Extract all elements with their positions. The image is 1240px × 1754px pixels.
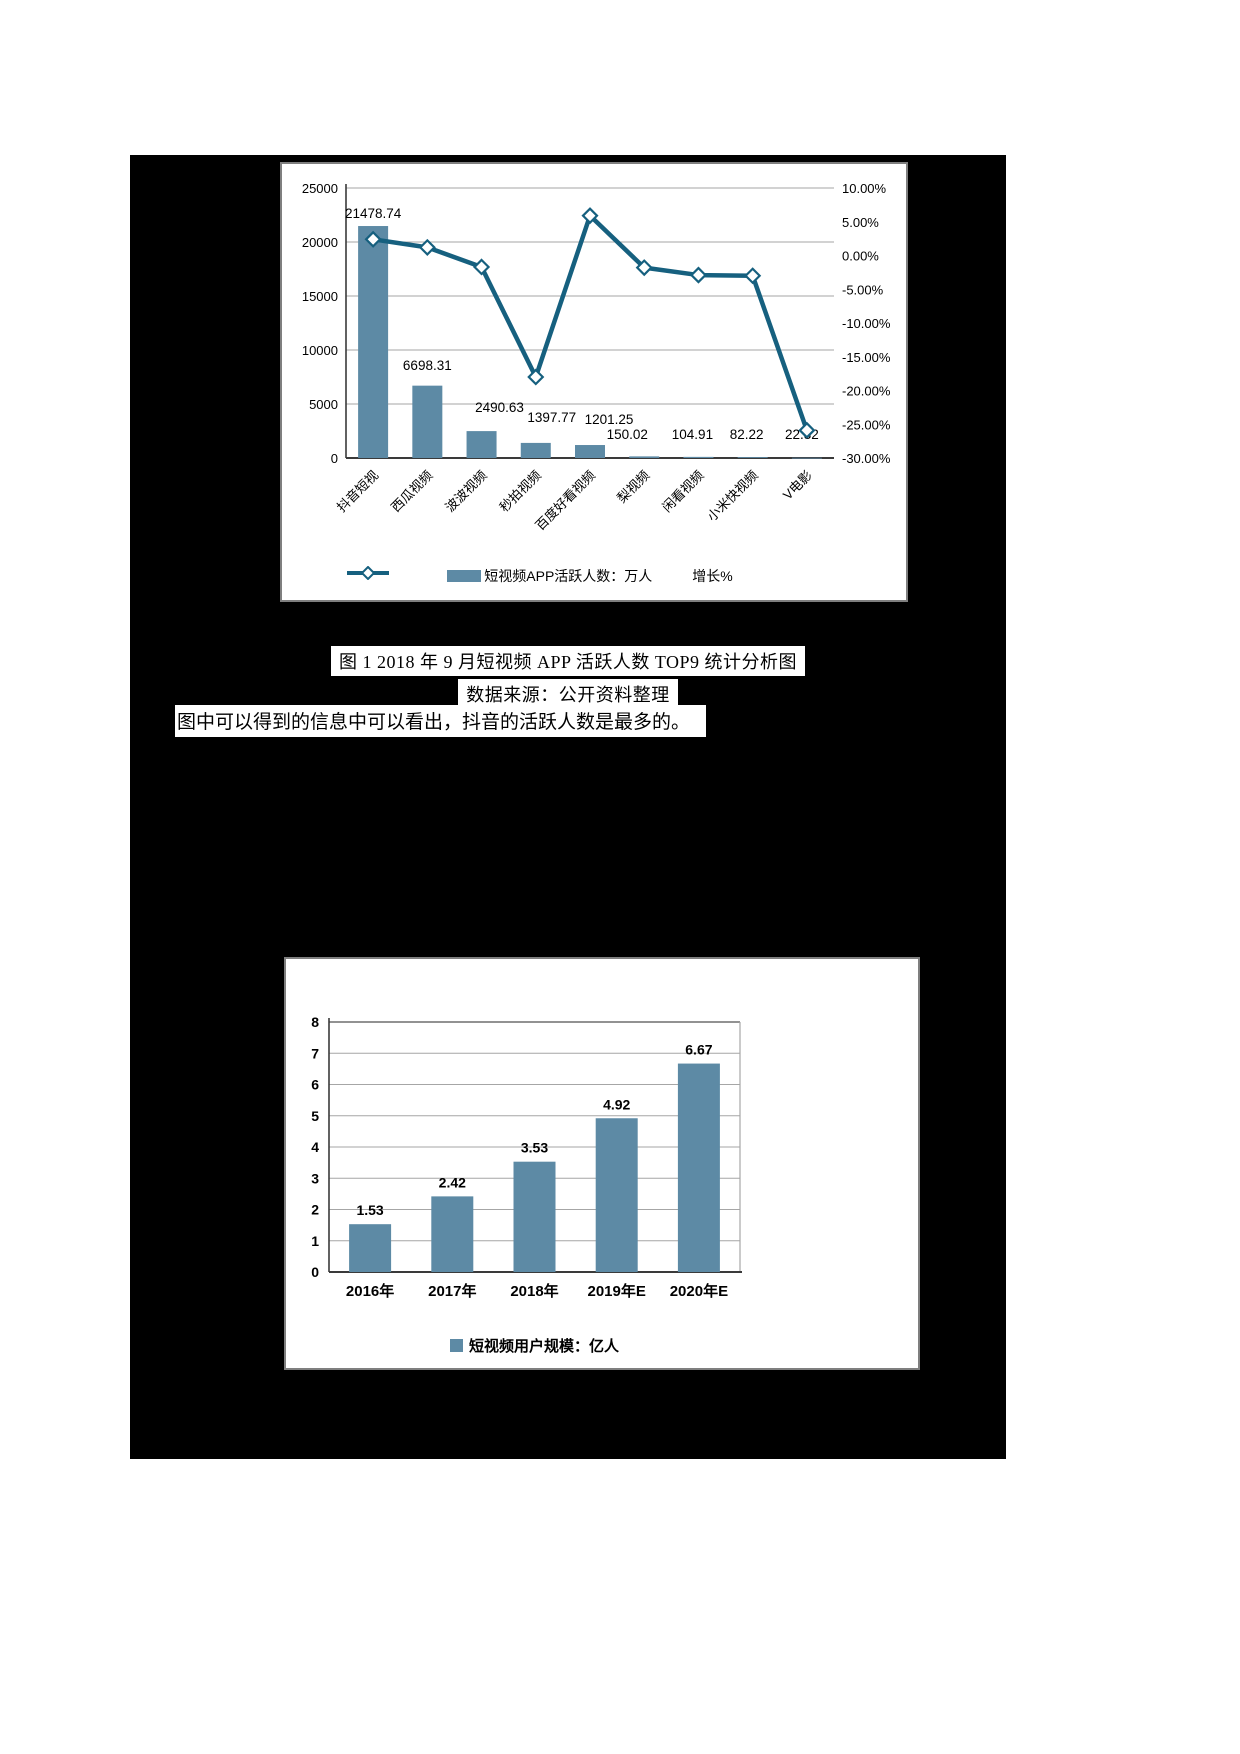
figure1-note: 图中可以得到的信息中可以看出，抖音的活跃人数是最多的。 bbox=[175, 705, 707, 737]
category-label: 闲看视频 bbox=[659, 468, 706, 515]
diamond-marker-icon bbox=[744, 267, 762, 285]
bar bbox=[575, 445, 605, 458]
left-axis-tick: 10000 bbox=[302, 343, 338, 358]
right-axis-tick: -15.00% bbox=[842, 350, 891, 365]
category-label: 2019年E bbox=[588, 1282, 646, 1300]
bar-data-label: 82.22 bbox=[730, 427, 764, 442]
left-axis-tick: 5000 bbox=[309, 397, 338, 412]
figure2-legend-label: 短视频用户规模：亿人 bbox=[468, 1338, 619, 1355]
left-axis-tick: 0 bbox=[331, 451, 338, 466]
bar bbox=[677, 1063, 720, 1272]
y-axis-tick: 5 bbox=[311, 1108, 319, 1124]
diamond-marker-icon bbox=[527, 368, 545, 386]
line-series-marker-icon bbox=[347, 566, 389, 580]
category-label: 波波视频 bbox=[442, 468, 489, 515]
bar bbox=[466, 431, 497, 458]
figure2-chart-panel: 0 1 2 3 4 5 6 7 8 1.53 2016年 2.42 2017年 3.53 2018年 4.92… bbox=[284, 957, 920, 1370]
figure1-note-row: 图中可以得到的信息中可以看出，抖音的活跃人数是最多的。 bbox=[175, 705, 707, 737]
right-axis-tick: -5.00% bbox=[842, 282, 884, 297]
right-axis-tick: 10.00% bbox=[842, 181, 887, 196]
bar-data-label: 3.53 bbox=[521, 1140, 548, 1156]
diamond-marker-icon bbox=[689, 266, 707, 284]
bar-data-label: 2490.63 bbox=[475, 400, 524, 415]
figure1-source-row: 数据来源：公开资料整理 bbox=[130, 679, 1006, 709]
figure1-chart-panel: 25000 20000 15000 10000 5000 0 10.00% 5.00% 0.00… bbox=[280, 162, 908, 602]
category-label: 秒拍视频 bbox=[497, 468, 544, 515]
y-axis-tick: 8 bbox=[311, 1014, 319, 1030]
y-axis-tick: 2 bbox=[311, 1202, 319, 1218]
bar bbox=[358, 226, 389, 458]
bar-data-label: 1397.77 bbox=[527, 410, 576, 425]
bar bbox=[520, 442, 551, 458]
y-axis-tick: 6 bbox=[311, 1077, 319, 1093]
right-axis-tick: 5.00% bbox=[842, 215, 879, 230]
category-label: 西瓜视频 bbox=[388, 468, 435, 515]
bar-series-swatch-icon bbox=[447, 570, 482, 582]
bar bbox=[791, 457, 822, 459]
figure1-source: 数据来源：公开资料整理 bbox=[458, 679, 678, 709]
bar-data-label: 150.02 bbox=[607, 427, 648, 442]
bar bbox=[412, 385, 443, 458]
y-axis-tick: 4 bbox=[311, 1139, 319, 1155]
legend-item-line-series: 增长% bbox=[347, 566, 733, 586]
bar-data-label: 21478.74 bbox=[345, 206, 402, 221]
right-axis-tick: 0.00% bbox=[842, 249, 879, 264]
figure1-legend: 短视频APP活跃人数：万人 增长% bbox=[346, 566, 834, 586]
bar-series-swatch-icon bbox=[449, 1339, 463, 1352]
category-label: 2020年E bbox=[670, 1282, 728, 1300]
category-label: 2018年 bbox=[510, 1282, 558, 1300]
bar bbox=[595, 1118, 638, 1272]
right-axis-tick: -30.00% bbox=[842, 451, 891, 466]
bar-data-label: 1201.25 bbox=[585, 412, 634, 427]
category-label: 2016年 bbox=[346, 1282, 394, 1300]
y-axis-tick: 7 bbox=[311, 1045, 319, 1061]
bar-data-label: 2.42 bbox=[439, 1174, 466, 1190]
bar-data-label: 1.53 bbox=[356, 1202, 383, 1218]
diamond-marker-icon bbox=[798, 421, 816, 439]
left-axis-tick: 25000 bbox=[302, 181, 338, 196]
right-axis-tick: -25.00% bbox=[842, 417, 891, 432]
bar-data-label: 6.67 bbox=[685, 1042, 712, 1058]
category-label: 2017年 bbox=[428, 1282, 476, 1300]
diamond-marker-icon bbox=[635, 259, 653, 277]
legend-item-bar-series: 短视频APP活跃人数：万人 bbox=[447, 566, 652, 586]
figure1-caption: 图 1 2018 年 9 月短视频 APP 活跃人数 TOP9 统计分析图 bbox=[330, 646, 806, 676]
right-axis-tick: -20.00% bbox=[842, 384, 891, 399]
bar bbox=[349, 1224, 392, 1272]
line-series-label: 增长% bbox=[692, 568, 733, 584]
diamond-marker-icon bbox=[364, 230, 382, 248]
bar bbox=[431, 1196, 474, 1272]
bar bbox=[737, 457, 768, 458]
bar bbox=[629, 456, 660, 458]
figure1-plot: 25000 20000 15000 10000 5000 0 10.00% 5.00% 0.00… bbox=[302, 181, 891, 533]
diamond-marker-icon bbox=[418, 238, 436, 256]
y-axis-tick: 3 bbox=[311, 1170, 319, 1186]
diamond-marker-icon bbox=[581, 207, 599, 225]
y-axis-tick: 1 bbox=[311, 1233, 319, 1249]
figure2-legend: 短视频用户规模：亿人 bbox=[329, 1335, 740, 1356]
bar-data-label: 4.92 bbox=[603, 1096, 630, 1112]
figure1-caption-row: 图 1 2018 年 9 月短视频 APP 活跃人数 TOP9 统计分析图 bbox=[130, 646, 1006, 676]
category-label: V电影 bbox=[780, 468, 815, 503]
bar-data-label: 104.91 bbox=[672, 427, 713, 442]
category-label: 小米快视频 bbox=[704, 468, 761, 525]
category-label: 梨视频 bbox=[614, 468, 652, 506]
content-background: 25000 20000 15000 10000 5000 0 10.00% 5.00% 0.00… bbox=[130, 155, 1006, 1459]
bar bbox=[683, 456, 714, 458]
y-axis-tick: 0 bbox=[311, 1264, 319, 1280]
left-axis-tick: 15000 bbox=[302, 289, 338, 304]
bar bbox=[513, 1161, 556, 1272]
category-label: 抖音短视 bbox=[334, 468, 381, 515]
left-axis-tick: 20000 bbox=[302, 235, 338, 250]
diamond-marker-icon bbox=[473, 258, 491, 276]
bar-data-label: 6698.31 bbox=[403, 358, 452, 373]
bar-series-label: 短视频APP活跃人数：万人 bbox=[484, 568, 653, 584]
right-axis-tick: -10.00% bbox=[842, 316, 891, 331]
figure2-plot: 0 1 2 3 4 5 6 7 8 1.53 2016年 2.42 2017年 3.53 2018年 4.92… bbox=[311, 1014, 742, 1300]
